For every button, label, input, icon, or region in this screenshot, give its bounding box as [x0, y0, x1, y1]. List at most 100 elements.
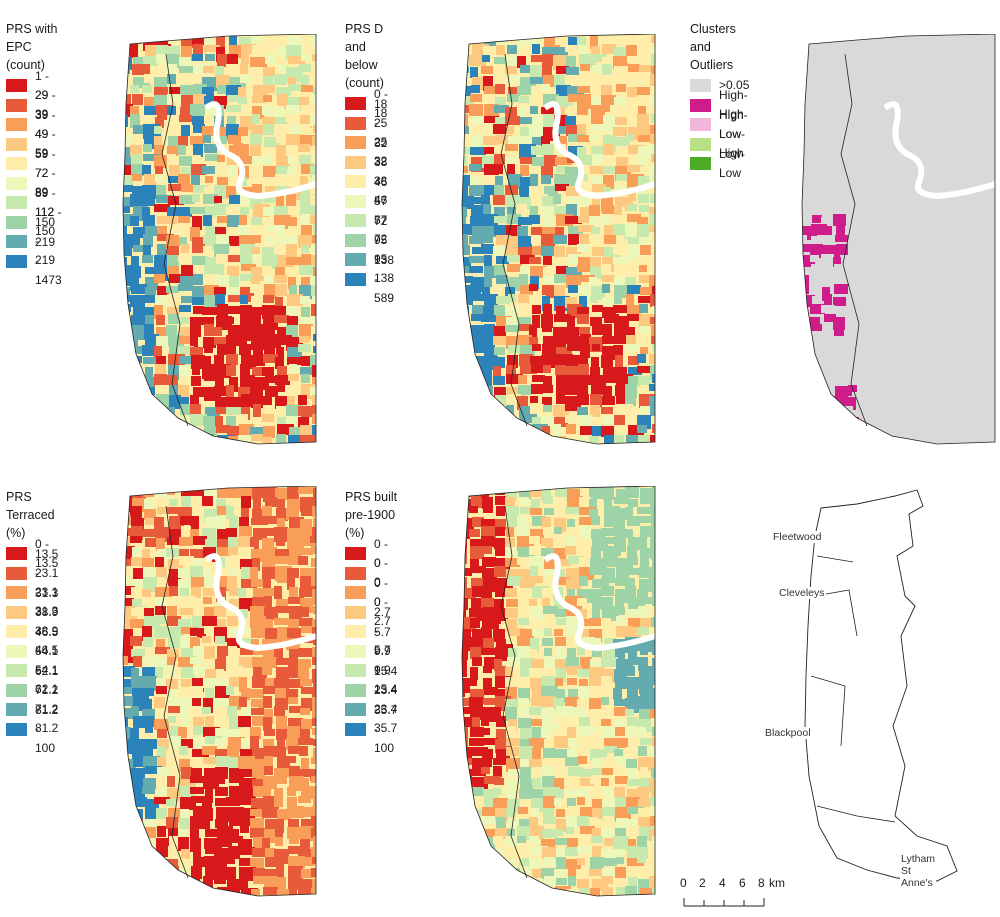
map-area-polygon	[123, 598, 134, 611]
map-area-polygon	[555, 497, 566, 510]
map-area-polygon	[812, 174, 821, 182]
map-area-polygon	[577, 846, 593, 853]
map-area-polygon	[313, 606, 316, 614]
legend-item: 1 - 29	[6, 69, 62, 102]
map-area-polygon	[310, 215, 316, 224]
map-area-polygon	[132, 174, 142, 181]
legend-swatch	[6, 79, 27, 93]
map-area-polygon	[638, 135, 653, 142]
district-boundary	[801, 34, 996, 445]
map-area-polygon	[301, 214, 311, 225]
map-area-polygon	[190, 829, 199, 840]
map-area-polygon	[289, 606, 302, 620]
map-area-polygon	[216, 807, 229, 820]
map-area-polygon	[313, 739, 316, 746]
map-area-polygon	[202, 558, 212, 568]
map-area-polygon	[301, 34, 311, 49]
map-area-polygon	[554, 778, 564, 792]
map-area-polygon	[252, 509, 262, 519]
map-area-polygon	[968, 376, 977, 391]
map-area-polygon	[802, 184, 810, 196]
map-area-polygon	[217, 85, 226, 94]
map-area-polygon	[204, 35, 214, 47]
map-area-polygon	[214, 386, 231, 396]
map-area-polygon	[123, 878, 137, 887]
map-area-polygon	[155, 647, 170, 654]
map-area-polygon	[311, 576, 316, 586]
legend-label: 23.4 - 35.7	[374, 683, 398, 736]
map-area-polygon	[157, 826, 166, 837]
map-area-polygon	[541, 548, 558, 558]
map-area-polygon	[520, 629, 532, 636]
map-area-polygon	[203, 698, 213, 713]
map-area-polygon	[824, 134, 834, 146]
map-area-polygon	[277, 889, 292, 896]
map-area-polygon	[906, 205, 916, 219]
map-area-polygon	[143, 215, 155, 227]
map-area-polygon	[205, 107, 217, 118]
map-area-polygon	[602, 686, 610, 701]
map-area-polygon	[130, 194, 144, 207]
map-area-polygon	[944, 37, 958, 45]
map-area-polygon	[637, 627, 649, 635]
map-area-polygon	[156, 686, 167, 694]
map-area-polygon	[918, 416, 930, 427]
map-area-polygon	[544, 876, 560, 887]
map-area-polygon	[541, 107, 554, 114]
map-area-polygon	[941, 277, 950, 285]
map-area-polygon	[565, 507, 582, 514]
map-area-polygon	[168, 636, 180, 648]
map-area-polygon	[847, 256, 862, 266]
map-area-polygon	[142, 876, 158, 885]
map-area-polygon	[992, 234, 995, 241]
map-area-polygon	[472, 247, 485, 254]
map-area-polygon	[518, 527, 532, 538]
map-area-polygon	[920, 345, 937, 356]
map-area-polygon	[628, 64, 640, 72]
map-area-polygon	[954, 155, 964, 166]
map-area-polygon	[262, 414, 274, 422]
map-area-polygon	[275, 688, 286, 700]
map-area-polygon	[178, 727, 187, 738]
map-area-polygon	[577, 549, 587, 562]
map-area-polygon	[262, 666, 272, 675]
map-area-polygon	[601, 726, 615, 740]
map-area-polygon	[858, 36, 869, 45]
map-area-polygon	[191, 758, 199, 771]
map-area-polygon	[802, 285, 809, 294]
map-area-polygon	[894, 345, 903, 358]
map-area-polygon	[966, 236, 978, 244]
map-area-polygon	[142, 529, 156, 537]
map-area-polygon	[650, 758, 655, 770]
legend-label: >0.05	[719, 78, 750, 93]
map-area-polygon	[652, 416, 655, 424]
map-area-polygon	[848, 154, 856, 162]
map-area-polygon	[276, 716, 287, 729]
map-area-polygon	[470, 147, 486, 155]
map-area-polygon	[556, 385, 565, 400]
map-area-polygon	[991, 226, 995, 236]
map-area-polygon	[507, 35, 518, 48]
map-area-polygon	[505, 107, 520, 118]
map-area-polygon	[131, 346, 143, 354]
map-area-polygon	[556, 896, 567, 898]
map-area-polygon	[312, 697, 316, 709]
map-area-polygon	[956, 434, 970, 444]
map-area-polygon	[130, 387, 144, 399]
map-area-polygon	[312, 235, 316, 243]
map-area-polygon	[517, 86, 534, 95]
map-area-polygon	[577, 147, 586, 156]
map-area-polygon	[143, 747, 153, 756]
map-area-polygon	[286, 416, 301, 425]
map-area-polygon	[532, 629, 549, 637]
map-area-polygon	[529, 215, 540, 224]
map-area-polygon	[301, 507, 312, 516]
map-area-polygon	[133, 227, 150, 238]
map-area-polygon	[543, 304, 552, 318]
map-area-polygon	[580, 207, 590, 222]
map-area-polygon	[846, 126, 863, 135]
map-area-polygon	[942, 344, 959, 352]
map-area-polygon	[241, 688, 250, 700]
map-area-polygon	[565, 404, 577, 411]
map-area-polygon	[979, 86, 989, 99]
